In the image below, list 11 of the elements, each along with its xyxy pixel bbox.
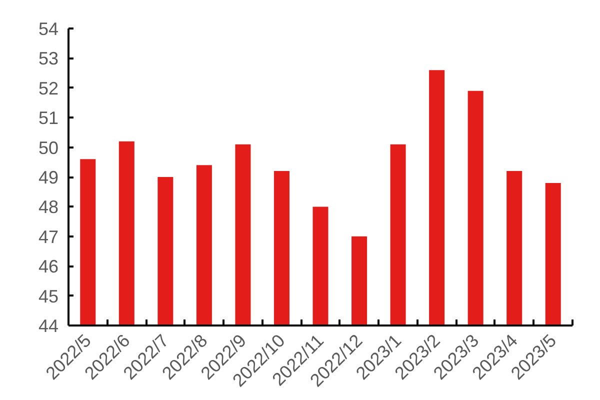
y-tick-label: 47 bbox=[38, 226, 59, 247]
y-tick-label: 54 bbox=[38, 19, 59, 39]
y-tick-label: 50 bbox=[38, 138, 59, 158]
y-tick-label: 52 bbox=[38, 78, 59, 98]
y-tick-label: 45 bbox=[38, 286, 59, 306]
y-tick-label: 51 bbox=[38, 108, 59, 128]
y-tick-label: 44 bbox=[38, 316, 59, 336]
y-tick-label: 49 bbox=[38, 168, 59, 188]
y-tick-label: 53 bbox=[38, 48, 59, 69]
y-tick-label: 48 bbox=[38, 197, 59, 218]
y-tick-label: 46 bbox=[38, 256, 59, 277]
